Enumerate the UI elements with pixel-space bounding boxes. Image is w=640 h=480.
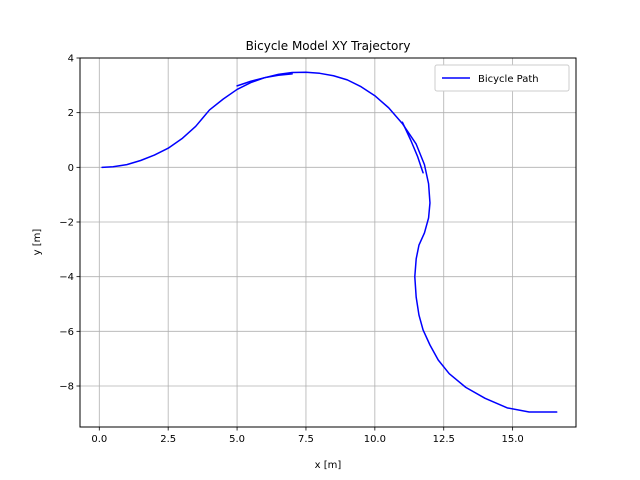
x-axis-label: x [m] xyxy=(315,460,342,471)
series-layer xyxy=(101,71,558,413)
x-tick-label: 0.0 xyxy=(91,434,107,445)
legend-label-bicycle-path: Bicycle Path xyxy=(478,74,539,85)
x-tick-label: 12.5 xyxy=(433,434,455,445)
chart-title: Bicycle Model XY Trajectory xyxy=(246,39,411,53)
y-tick-label: 0 xyxy=(68,163,74,174)
y-tick-label: −4 xyxy=(59,272,74,283)
x-tick-label: 2.5 xyxy=(160,434,176,445)
series-line-overlap-segment xyxy=(236,73,293,87)
series-line-overlap-segment xyxy=(401,121,424,174)
legend: Bicycle Path xyxy=(434,64,570,92)
y-tick-label: 2 xyxy=(68,108,74,119)
y-tick-label: −8 xyxy=(59,382,74,393)
y-ticks: 4 2 0 −2 −4 −6 −8 xyxy=(59,54,80,393)
series-line-bicycle-path xyxy=(101,71,558,413)
y-tick-label: −2 xyxy=(59,218,74,229)
x-ticks: 0.0 2.5 5.0 7.5 10.0 12.5 15.0 xyxy=(91,427,524,445)
legend-box xyxy=(434,64,570,92)
y-axis-label: y [m] xyxy=(32,229,43,256)
x-tick-label: 15.0 xyxy=(501,434,523,445)
x-tick-label: 10.0 xyxy=(364,434,386,445)
x-tick-label: 5.0 xyxy=(229,434,245,445)
plot-frame xyxy=(79,57,577,428)
x-tick-label: 7.5 xyxy=(298,434,314,445)
y-tick-label: −6 xyxy=(59,327,74,338)
y-tick-label: 4 xyxy=(68,54,74,65)
